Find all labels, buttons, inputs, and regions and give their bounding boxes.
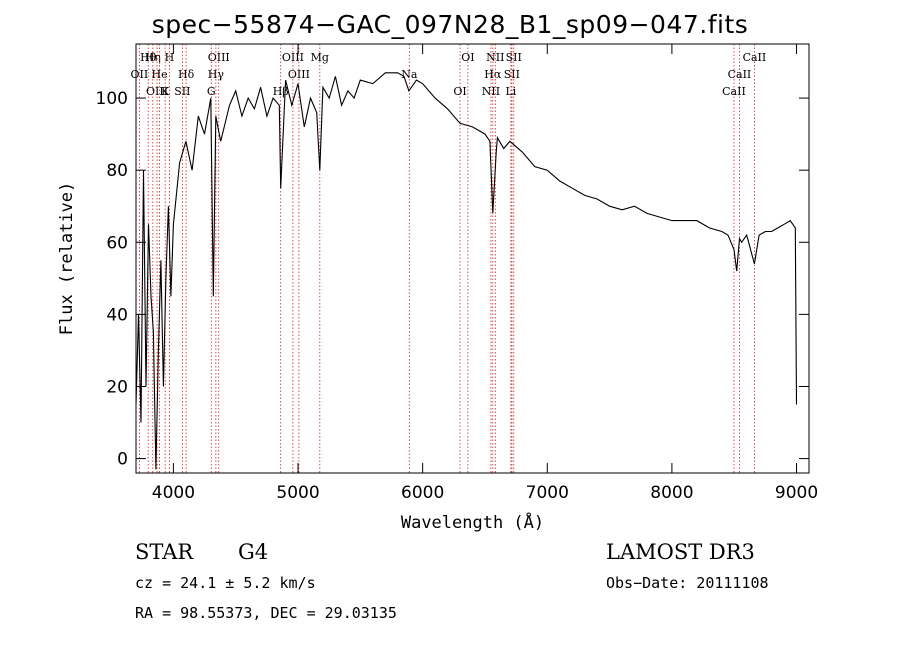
coordinates: RA = 98.55373, DEC = 29.03135 <box>135 604 397 622</box>
line-label-9: OIII <box>208 51 230 64</box>
line-label-4: He <box>152 68 168 81</box>
line-label-25: CaII <box>728 68 752 81</box>
y-tick-label-2: 40 <box>106 305 128 325</box>
line-label-8: SII <box>174 85 190 98</box>
flux-line <box>135 72 798 470</box>
x-tick-label-0: 4000 <box>152 483 195 503</box>
line-label-22: SII <box>504 68 520 81</box>
line-label-17: OI <box>453 85 466 98</box>
line-label-1: OII <box>131 68 149 81</box>
spectral-line-markers: Hθ OII OIII Hη He K HHδ SII OIII Hγ G OIII OIII Hβ Mg N… <box>131 44 767 473</box>
line-label-24: SII <box>506 51 522 64</box>
x-tick-label-2: 6000 <box>401 483 444 503</box>
survey-name: LAMOST DR3 <box>606 540 755 564</box>
line-label-27: CaII <box>743 51 767 64</box>
y-tick-label-5: 100 <box>96 89 128 109</box>
line-label-21: NII <box>486 51 504 64</box>
line-label-3: Hη <box>145 51 161 64</box>
line-label-5: K <box>161 85 170 98</box>
line-label-6: H <box>165 51 175 64</box>
line-label-13: OIII <box>288 68 310 81</box>
x-tick-label-4: 8000 <box>650 483 693 503</box>
line-label-7: Hδ <box>178 68 195 81</box>
line-label-23: Li <box>505 85 516 98</box>
y-tick-label-3: 60 <box>106 233 128 253</box>
y-tick-label-4: 80 <box>106 161 128 181</box>
line-label-12: OIII <box>282 51 304 64</box>
line-label-18: OI <box>461 51 474 64</box>
line-label-19: Hα <box>484 68 502 81</box>
observation-date: Obs−Date: 20111108 <box>606 574 769 592</box>
x-tick-label-1: 5000 <box>276 483 319 503</box>
line-label-14: Hβ <box>273 85 289 98</box>
line-label-16: Na <box>401 68 418 81</box>
line-label-26: CaII <box>722 85 746 98</box>
object-subclass: G4 <box>238 540 269 564</box>
redshift-cz: cz = 24.1 ± 5.2 km/s <box>135 574 316 592</box>
chart-title: spec−55874−GAC_097N28_B1_sp09−047.fits <box>151 10 749 39</box>
x-axis-label: Wavelength (Å) <box>401 511 544 533</box>
line-label-2: OIII <box>146 85 168 98</box>
object-class: STAR <box>135 540 194 564</box>
plot-border <box>135 43 810 474</box>
line-label-0: Hθ <box>140 51 157 64</box>
axis-labels: Wavelength (Å) Flux (relative) <box>57 182 544 533</box>
flux-series <box>135 72 798 470</box>
line-label-20: NII <box>482 85 500 98</box>
x-tick-label-3: 7000 <box>526 483 569 503</box>
plot-frame <box>135 43 810 474</box>
y-tick-label-0: 0 <box>117 450 128 470</box>
line-label-15: Mg <box>311 51 329 64</box>
x-tick-label-5: 9000 <box>775 483 818 503</box>
line-label-11: G <box>207 85 216 98</box>
y-axis-label: Flux (relative) <box>57 182 77 336</box>
line-label-10: Hγ <box>208 68 225 81</box>
axis-ticks: 4000 5000 6000 7000 8000 9000 0 20 40 60 80 100 <box>96 44 818 503</box>
y-tick-label-1: 20 <box>106 377 128 397</box>
